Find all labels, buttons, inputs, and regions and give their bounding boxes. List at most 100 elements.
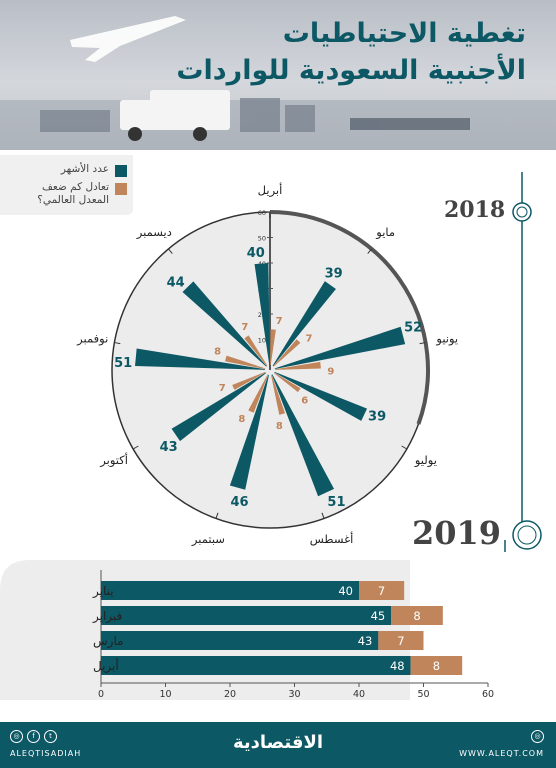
bar-category-label: مارس [93, 634, 124, 649]
radial-category-tick [367, 248, 372, 254]
radial-category-label: نوفمبر [76, 332, 108, 347]
bar-value-label-ratio: 8 [413, 609, 420, 623]
radial-value-label-months: 44 [167, 276, 185, 291]
page-title-line2: الأجنبية السعودية للواردات [176, 55, 526, 86]
airplane-icon [70, 16, 186, 62]
bar-value-label-ratio: 8 [433, 659, 440, 673]
radial-value-label-months: 52 [404, 321, 422, 336]
radial-category-label: أكتوبر [99, 452, 128, 468]
legend-label: عدد الأشهر [60, 163, 109, 175]
radial-value-label-ratio: 7 [306, 334, 313, 345]
radial-value-label-ratio: 8 [276, 421, 283, 432]
bar-ratio [410, 656, 463, 675]
radial-category-label: يوليو [414, 453, 437, 468]
bar-value-label-months: 48 [390, 659, 405, 673]
bar-category-label: يناير [92, 584, 114, 599]
bar-chart-2019: 0 10 20 30 40 50 60 40 7 يناير 45 8 فبراير 43 7 مارس 48 8… [0, 540, 506, 700]
radial-value-label-ratio: 6 [301, 396, 308, 407]
facebook-icon[interactable]: f [27, 730, 40, 743]
bar-months [101, 606, 392, 625]
page-title-line1: تغطية الاحتياطيات [282, 18, 526, 49]
radial-bar-ratio [273, 372, 301, 393]
x-tick-label: 50 [417, 689, 429, 700]
website-link[interactable]: WWW.ALEQT.COM [459, 749, 544, 758]
radial-arc-highlight [269, 210, 430, 425]
timeline-dot-inner [516, 206, 528, 218]
radial-tick-label: 60 [258, 209, 266, 217]
legend-swatch [115, 165, 127, 177]
bar-value-label-ratio: 7 [397, 634, 404, 648]
radial-category-label: أغسطس [310, 531, 354, 547]
x-tick-label: 10 [159, 689, 171, 700]
legend-label: تعادل كم ضعف المعدل العالمي؟ [37, 181, 109, 206]
timeline-dot [512, 520, 542, 550]
radial-bar-ratio [244, 335, 268, 367]
instagram-icon[interactable]: ◎ [10, 730, 23, 743]
twitter-icon[interactable]: t [44, 730, 57, 743]
radial-category-tick [401, 445, 408, 450]
bar-category-label: أبريل [93, 658, 119, 674]
radial-category-tick [321, 512, 325, 519]
radial-tick-label: 20 [258, 311, 266, 319]
year-label-2019: 2019 [412, 514, 502, 552]
timeline-dot [512, 202, 532, 222]
radial-bar-months [271, 374, 335, 497]
radial-value-label-ratio: 7 [219, 383, 226, 394]
x-tick-label: 40 [353, 689, 365, 700]
radial-value-label-months: 39 [325, 266, 343, 281]
bar-months [101, 581, 359, 600]
bar-months [101, 656, 411, 675]
year-label-2018: 2018 [444, 197, 506, 223]
legend-item-ratio: تعادل كم ضعف المعدل العالمي؟ [14, 181, 127, 207]
header-banner: تغطية الاحتياطيات الأجنبية السعودية للوا… [0, 0, 556, 150]
social-handle: ALEQTISADIAH [10, 749, 82, 758]
radial-category-tick [215, 512, 219, 519]
bar-value-label-months: 45 [371, 609, 386, 623]
radial-bar-ratio [273, 339, 301, 367]
radial-value-label-ratio: 7 [241, 322, 248, 333]
radial-value-label-ratio: 8 [214, 347, 221, 358]
legend: عدد الأشهر تعادل كم ضعف المعدل العالمي؟ [0, 155, 133, 215]
radial-bar-ratio [270, 329, 276, 366]
radial-value-label-months: 51 [327, 495, 345, 510]
legend-item-months: عدد الأشهر [61, 163, 127, 177]
radial-bar-months [274, 326, 406, 370]
radial-bar-ratio [225, 355, 266, 370]
bar-value-label-ratio: 7 [378, 584, 385, 598]
bar-category-label: فبراير [92, 609, 122, 624]
radial-bar-ratio [232, 371, 266, 390]
radial-tick-label: 50 [258, 235, 266, 243]
radial-category-label: يونيو [435, 332, 458, 347]
bar-ratio [359, 581, 405, 600]
footer: ◎ f t ALEQTISADIAH الاقتصادية ◎ WWW.ALEQ… [0, 722, 556, 768]
x-tick-label: 0 [98, 689, 104, 700]
radial-value-label-months: 46 [230, 495, 248, 510]
header-illustration [0, 16, 556, 150]
brand-logo: الاقتصادية [232, 732, 324, 753]
radial-bar-ratio [271, 374, 286, 415]
radial-category-label: سبتمبر [191, 532, 225, 547]
radial-category-label: مايو [375, 225, 395, 240]
warehouse-icon [40, 98, 470, 132]
radial-value-label-ratio: 9 [327, 366, 334, 377]
globe-icon: ◎ [531, 730, 544, 743]
radial-chart: 102030405060407أبريل397مايو529يونيو396يو… [76, 172, 542, 550]
bar-months [101, 631, 379, 650]
truck-icon [120, 90, 230, 141]
bar-value-label-months: 40 [338, 584, 353, 598]
x-tick-label: 20 [224, 689, 236, 700]
radial-value-label-ratio: 8 [238, 414, 245, 425]
radial-value-label-months: 43 [160, 440, 178, 455]
bar-ratio [391, 606, 443, 625]
bar-ratio [378, 631, 424, 650]
radial-bar-months [229, 374, 269, 490]
radial-bar-months [272, 281, 336, 367]
radial-bar-months [254, 263, 270, 366]
radial-value-label-months: 40 [247, 246, 265, 261]
radial-category-label: ديسمبر [136, 225, 172, 240]
x-tick-label: 30 [288, 689, 300, 700]
timeline-dot-inner [517, 525, 537, 545]
radial-bar-months [274, 371, 368, 421]
radial-category-tick [132, 445, 139, 450]
radial-category-tick [168, 248, 173, 254]
